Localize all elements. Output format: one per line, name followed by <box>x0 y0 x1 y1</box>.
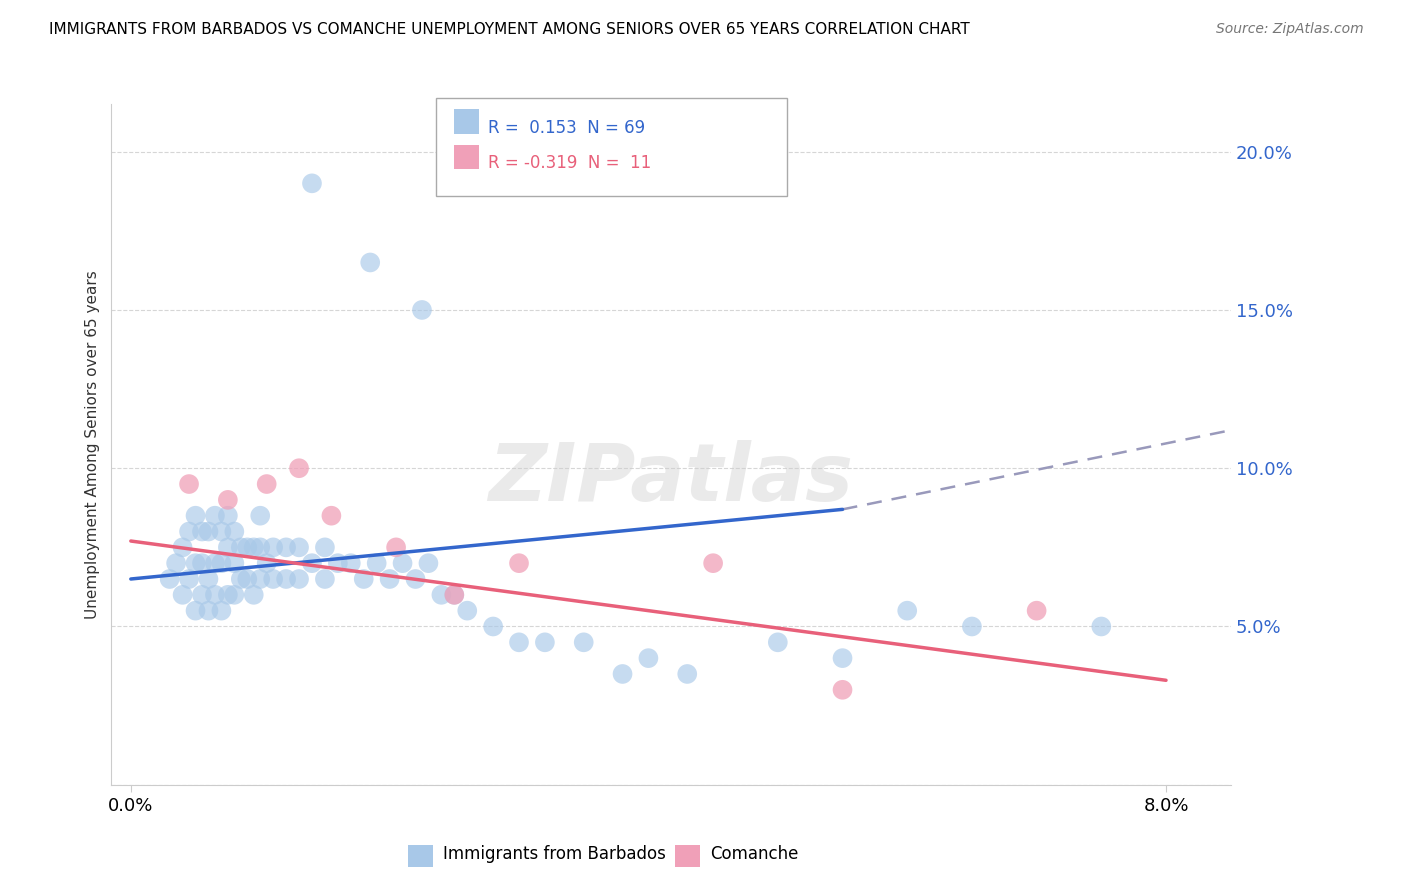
Point <box>430 588 453 602</box>
Point <box>172 541 194 555</box>
Point <box>165 556 187 570</box>
Point <box>236 572 259 586</box>
Point <box>766 635 789 649</box>
Point <box>204 588 226 602</box>
Point <box>256 477 278 491</box>
Point <box>831 651 853 665</box>
Point <box>159 572 181 586</box>
Point <box>534 635 557 649</box>
Point <box>217 588 239 602</box>
Point <box>321 508 343 523</box>
Point <box>366 556 388 570</box>
Point <box>184 556 207 570</box>
Point <box>960 619 983 633</box>
Text: ZIPatlas: ZIPatlas <box>488 440 853 517</box>
Point <box>197 524 219 539</box>
Point <box>391 556 413 570</box>
Point <box>172 588 194 602</box>
Text: Immigrants from Barbados: Immigrants from Barbados <box>443 845 666 863</box>
Point <box>508 635 530 649</box>
Text: R = -0.319  N =  11: R = -0.319 N = 11 <box>488 154 651 172</box>
Point <box>301 556 323 570</box>
Point <box>572 635 595 649</box>
Point <box>197 572 219 586</box>
Point <box>508 556 530 570</box>
Point <box>274 572 297 586</box>
Point <box>385 541 408 555</box>
Point <box>184 604 207 618</box>
Point <box>177 477 200 491</box>
Point <box>288 572 311 586</box>
Point <box>249 541 271 555</box>
Point <box>702 556 724 570</box>
Point <box>676 667 699 681</box>
Point <box>256 556 278 570</box>
Point <box>191 588 214 602</box>
Point <box>217 541 239 555</box>
Point <box>217 492 239 507</box>
Point <box>249 508 271 523</box>
Point <box>353 572 375 586</box>
Point <box>191 524 214 539</box>
Point <box>314 541 336 555</box>
Point <box>411 302 433 317</box>
Point <box>197 604 219 618</box>
Point <box>184 508 207 523</box>
Text: R =  0.153  N = 69: R = 0.153 N = 69 <box>488 119 645 136</box>
Point <box>301 177 323 191</box>
Point <box>1025 604 1047 618</box>
Point <box>209 524 232 539</box>
Point <box>418 556 440 570</box>
Point <box>262 572 284 586</box>
Point <box>359 255 381 269</box>
Point <box>340 556 363 570</box>
Point <box>204 508 226 523</box>
Point <box>456 604 478 618</box>
Point <box>249 572 271 586</box>
Point <box>191 556 214 570</box>
Point <box>209 556 232 570</box>
Point <box>443 588 465 602</box>
Text: Source: ZipAtlas.com: Source: ZipAtlas.com <box>1216 22 1364 37</box>
Point <box>224 588 246 602</box>
Point <box>242 588 264 602</box>
Point <box>177 572 200 586</box>
Point <box>177 524 200 539</box>
Point <box>224 556 246 570</box>
Point <box>405 572 427 586</box>
Point <box>637 651 659 665</box>
Point <box>217 508 239 523</box>
Point <box>896 604 918 618</box>
Point <box>204 556 226 570</box>
Point <box>443 588 465 602</box>
Point <box>378 572 401 586</box>
Point <box>242 541 264 555</box>
Point <box>224 524 246 539</box>
Text: IMMIGRANTS FROM BARBADOS VS COMANCHE UNEMPLOYMENT AMONG SENIORS OVER 65 YEARS CO: IMMIGRANTS FROM BARBADOS VS COMANCHE UNE… <box>49 22 970 37</box>
Point <box>288 541 311 555</box>
Point <box>288 461 311 475</box>
Y-axis label: Unemployment Among Seniors over 65 years: Unemployment Among Seniors over 65 years <box>86 270 100 619</box>
Point <box>314 572 336 586</box>
Point <box>831 682 853 697</box>
Point <box>482 619 505 633</box>
Point <box>274 541 297 555</box>
Point <box>326 556 349 570</box>
Point <box>229 541 252 555</box>
Point <box>1090 619 1112 633</box>
Point <box>229 572 252 586</box>
Text: Comanche: Comanche <box>710 845 799 863</box>
Point <box>236 541 259 555</box>
Point <box>612 667 634 681</box>
Point <box>209 604 232 618</box>
Point <box>262 541 284 555</box>
